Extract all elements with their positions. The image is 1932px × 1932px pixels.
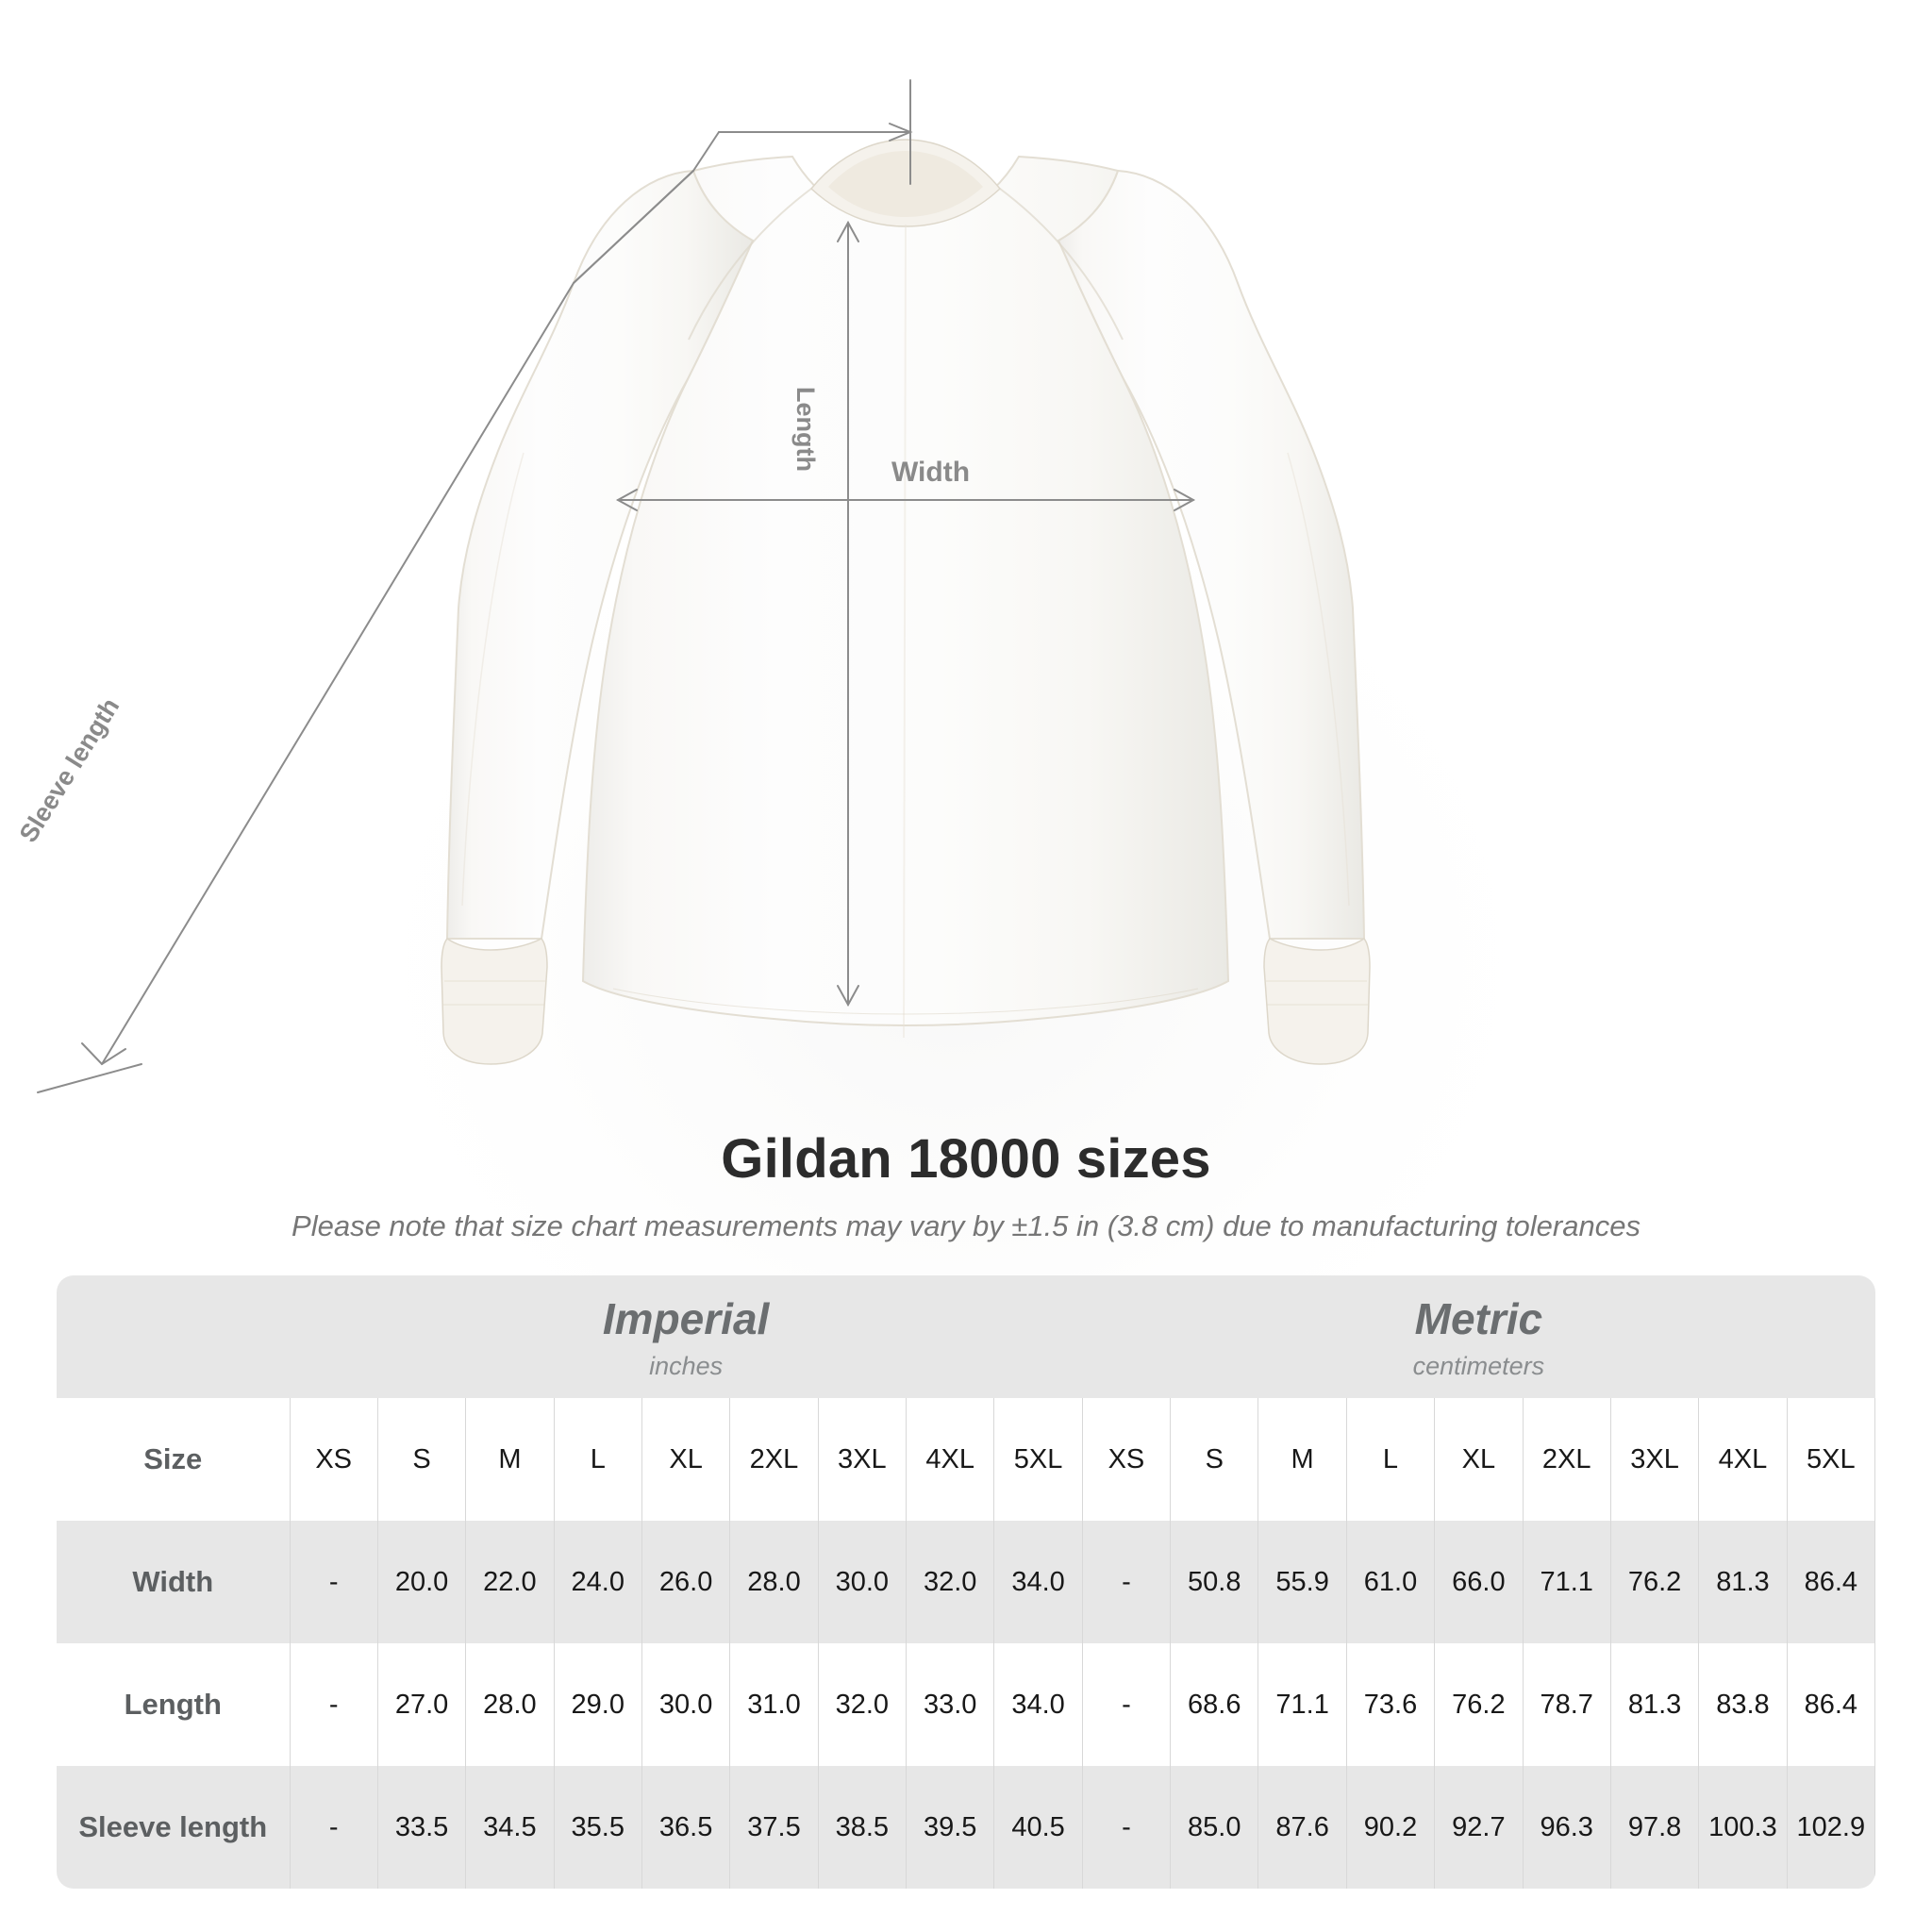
svg-text:Length: Length xyxy=(791,387,820,472)
svg-text:Width: Width xyxy=(891,457,970,488)
